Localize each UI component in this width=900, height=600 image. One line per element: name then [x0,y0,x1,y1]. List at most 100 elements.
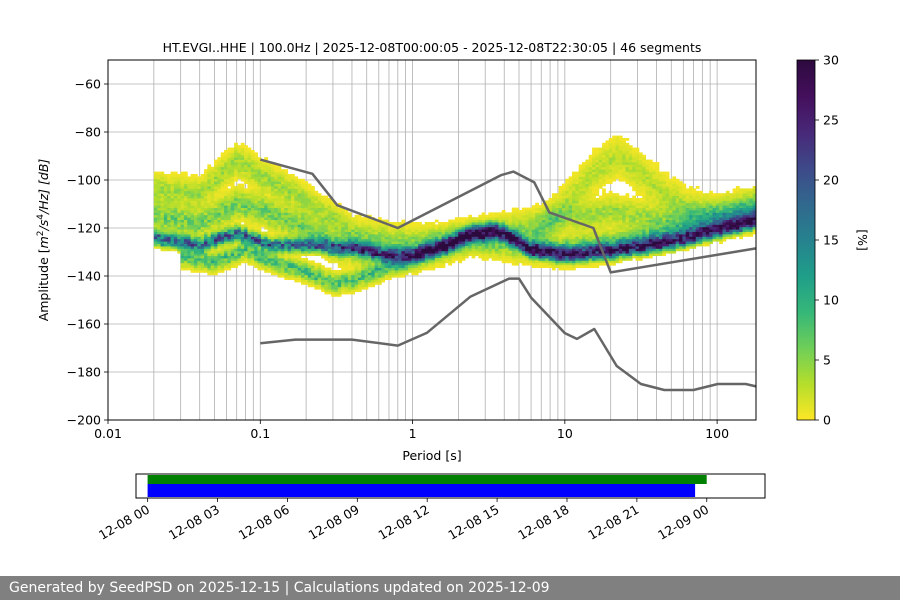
psd-cell [424,226,429,230]
psd-cell [187,186,192,189]
psd-cell [508,243,513,247]
psd-cell [434,262,439,266]
psd-cell [234,164,238,168]
psd-cell [177,195,182,199]
psd-cell [264,219,268,223]
psd-cell [548,258,553,261]
psd-cell [632,188,636,192]
psd-cell [625,142,630,146]
psd-cell [371,229,376,232]
psd-cell [625,162,630,165]
psd-cell [558,202,563,206]
psd-cell [220,207,225,211]
psd-cell [625,198,630,201]
psd-cell [632,169,636,172]
psd-cell [240,169,245,172]
psd-cell [331,243,335,247]
psd-cell [374,265,379,268]
psd-cell [301,272,305,276]
psd-cell [568,198,573,201]
psd-cell [240,217,245,220]
psd-cell [561,265,566,268]
psd-cell [287,229,292,232]
psd-cell [210,198,215,201]
psd-cell [535,236,539,240]
psd-cell [598,255,603,259]
psd-cell [217,174,222,177]
psd-cell [354,262,359,266]
psd-cell [200,234,205,237]
psd-cell [240,229,245,232]
psd-cell [237,186,242,189]
psd-cell [230,262,235,266]
psd-cell [585,219,590,223]
psd-cell [217,198,222,201]
psd-cell [625,176,630,180]
psd-cell [351,255,355,259]
psd-cell [541,207,546,211]
psd-cell [277,253,282,256]
psd-cell [267,174,272,177]
psd-cell [224,238,228,242]
psd-cell [535,222,539,225]
psd-cell [210,248,215,252]
psd-cell [371,234,376,237]
psd-cell [394,270,399,273]
psd-cell [361,241,365,244]
psd-cell [588,255,593,259]
psd-cell [438,265,442,268]
psd-cell [438,255,442,259]
psd-cell [240,260,245,264]
psd-cell [598,178,603,182]
psd-cell [244,250,248,254]
psd-cell [230,181,235,184]
psd-cell [521,258,526,261]
psd-cell [214,202,218,206]
psd-cell [274,231,279,235]
psd-cell [200,198,205,201]
psd-cell [347,234,352,237]
psd-cell [602,176,606,180]
psd-cell [384,267,389,271]
psd-cell [284,195,289,199]
psd-cell [204,241,208,244]
psd-cell [324,246,329,249]
psd-cell [598,164,603,168]
psd-cell [618,200,623,204]
psd-cell [193,190,198,194]
psd-cell [301,193,305,196]
psd-cell [274,176,279,180]
psd-cell [321,195,325,199]
psd-cell [260,262,265,266]
psd-cell [321,253,325,256]
psd-cell [240,236,245,240]
psd-cell [284,193,289,196]
psd-cell [167,217,171,220]
psd-cell [374,248,379,252]
psd-cell [541,262,546,266]
psd-cell [153,178,158,182]
psd-cell [254,202,258,206]
psd-cell [337,224,342,228]
psd-cell [441,241,446,244]
psd-cell [458,226,463,230]
psd-cell [244,212,248,216]
psd-cell [361,286,365,290]
psd-cell [327,270,332,273]
psd-cell [598,205,603,208]
psd-cell [394,231,399,235]
psd-cell [628,241,633,244]
psd-cell [394,241,399,244]
psd-cell [334,289,339,292]
psd-cell [558,265,563,268]
psd-cell [270,224,275,228]
psd-cell [582,258,586,261]
psd-cell [602,195,606,199]
psd-cell [588,162,593,165]
psd-cell [595,255,600,259]
psd-cell [204,181,208,184]
psd-cell [321,282,325,285]
psd-cell [270,255,275,259]
psd-cell [558,193,563,196]
psd-cell [602,236,606,240]
